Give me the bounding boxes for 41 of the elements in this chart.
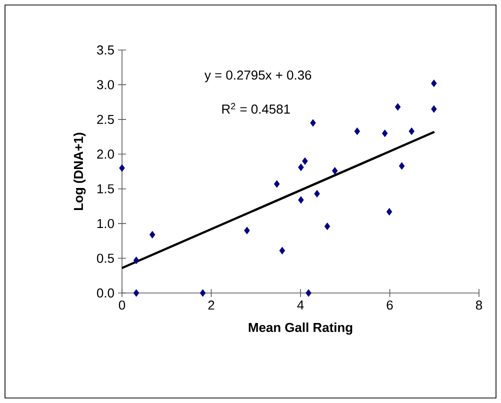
point — [354, 127, 360, 136]
x-tick-label: 2 — [208, 300, 214, 310]
point — [306, 289, 312, 297]
point — [408, 127, 415, 136]
point — [310, 119, 316, 127]
y-tick-label: 2.0 — [97, 150, 114, 159]
y-tick-label: 3.5 — [96, 45, 114, 55]
point — [314, 190, 320, 198]
point — [382, 130, 388, 138]
point — [200, 289, 206, 297]
y-axis-title: Log (DNA+1) — [74, 132, 86, 210]
x-tick-label: 8 — [476, 300, 482, 310]
x-tick-label: 0 — [118, 300, 126, 310]
point — [133, 289, 140, 297]
x-tick-label: 4 — [297, 300, 304, 310]
point — [149, 230, 156, 238]
annotation: R$^{2}$ = 0.4581 — [222, 102, 290, 114]
point — [398, 162, 405, 170]
y-tick-label: 3.0 — [96, 80, 114, 90]
point — [298, 164, 304, 172]
y-tick-label: 1.0 — [97, 218, 114, 228]
y-tick-label: 0.5 — [96, 254, 114, 263]
point — [431, 80, 437, 88]
point — [332, 167, 338, 175]
point — [274, 180, 280, 188]
y-tick-label: 0.0 — [96, 288, 114, 298]
y-tick-label: 2.5 — [97, 114, 114, 124]
y-tick-label: 1.5 — [97, 184, 114, 194]
point — [244, 226, 250, 234]
x-tick-label: 6 — [386, 300, 393, 310]
point — [386, 208, 392, 216]
point — [394, 103, 401, 111]
annotation: y = 0.2795x + 0.36 — [204, 70, 312, 82]
x-axis-title: Mean Gall Rating — [248, 322, 352, 335]
point — [279, 246, 286, 254]
point — [324, 222, 330, 230]
point — [133, 256, 140, 264]
point — [298, 196, 304, 204]
point — [302, 157, 308, 165]
point — [431, 105, 437, 113]
point — [119, 164, 125, 172]
